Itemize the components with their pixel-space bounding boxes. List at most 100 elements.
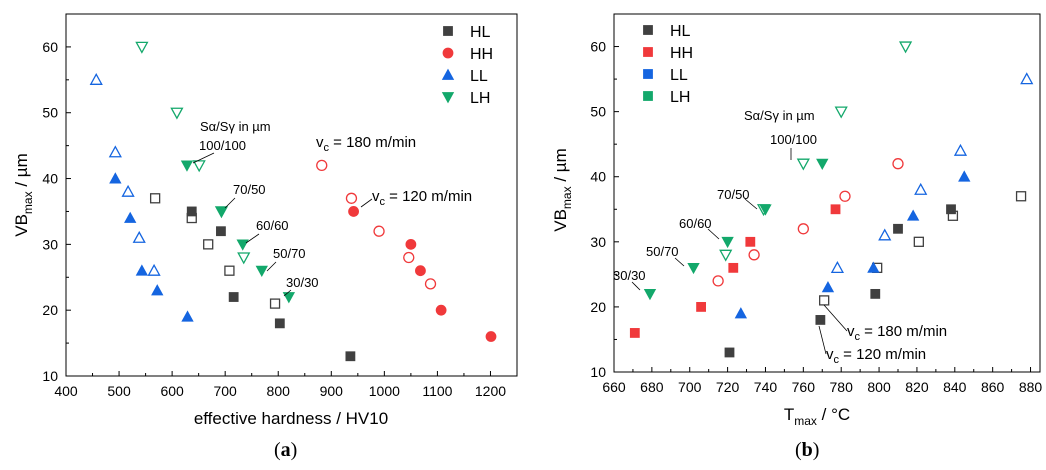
point-HH-open [748, 249, 760, 261]
panel-a-label-30-30: 30/30 [286, 275, 319, 290]
point-HL-filled [228, 292, 239, 302]
panel-b-label-30-30: 30/30 [613, 268, 646, 283]
legend-marker-HL [443, 26, 453, 36]
panel-a-label-100-100: 100/100 [199, 138, 246, 153]
x-tick-label: 820 [905, 379, 929, 395]
y-tick-label: 60 [42, 39, 58, 55]
y-tick-label: 20 [42, 302, 58, 318]
point-LL-filled [734, 307, 748, 319]
panel-b-x-ticks: 660 680 700 720 740 760 780 800 820 840 860 880 [602, 367, 1042, 395]
point-LL-open [953, 143, 968, 156]
panel-a-vc120-label: vc = 120 m/min [372, 188, 472, 208]
y-tick-label: 60 [590, 39, 606, 55]
legend-marker-HH [442, 47, 454, 59]
x-tick-label: 1100 [422, 383, 452, 399]
point-LH-open [898, 41, 913, 54]
x-tick-label: 740 [754, 379, 778, 395]
point-HL-filled [274, 318, 285, 329]
x-tick-label: 800 [867, 379, 891, 395]
panel-a-annotation-title: Sα/Sγ in µm [200, 119, 271, 134]
point-LH-open [237, 252, 251, 265]
x-tick-label: 900 [320, 383, 344, 399]
point-HL-open [203, 239, 214, 250]
panel-b-vc180-leader [823, 304, 848, 332]
x-tick-label: 1200 [475, 383, 506, 399]
point-LH-filled [282, 292, 296, 304]
panel-a-label: (a) [274, 439, 297, 461]
point-HH-filled [745, 236, 756, 247]
point-HL-filled [893, 223, 903, 234]
panel-b-label-close-paren: ) [813, 439, 820, 461]
legend-marker-HH [643, 47, 653, 57]
point-LH-filled [816, 158, 829, 171]
point-LL-open [1020, 72, 1034, 85]
point-LL-filled [821, 281, 835, 293]
panel-a-leader-100-100 [192, 152, 215, 164]
legend-label-LH: LH [470, 90, 490, 107]
panel-b-label-60-60: 60/60 [679, 216, 712, 231]
panel-b-leader-60-60 [707, 228, 720, 240]
legend-label-HL: HL [670, 23, 691, 40]
point-HH-open [892, 158, 904, 170]
y-tick-label: 30 [590, 234, 606, 250]
panel-a-x-ticks: 400 500 600 700 800 900 1000 1100 1200 [54, 371, 506, 399]
panel-b-leader-50-70 [674, 257, 685, 267]
point-LH-filled [255, 265, 268, 278]
point-HH-filled [830, 204, 841, 215]
y-tick-label: 50 [590, 104, 606, 120]
legend-label-HL: HL [470, 24, 491, 41]
point-LL-filled [124, 211, 137, 223]
panel-a-x-axis-title: effective hardness / HV10 [194, 409, 388, 428]
panel-b-annotation-title: Sα/Sγ in µm [744, 108, 815, 123]
point-HH-filled [728, 262, 739, 273]
y-tick-label: 40 [42, 171, 58, 187]
x-tick-label: 700 [678, 379, 702, 395]
point-LL-filled [958, 170, 971, 182]
point-HH-filled [348, 206, 359, 217]
point-HL-open [224, 265, 235, 276]
panel-a-leader-70-50 [224, 197, 236, 209]
panel-b-legend: HL HH LL LH [643, 23, 693, 106]
panel-b-label: (b) [795, 439, 819, 461]
x-tick-label: 660 [602, 379, 626, 395]
panel-a-y-axis-title: VBmax / µm [12, 153, 35, 237]
x-tick-label: 780 [830, 379, 854, 395]
point-LL-filled [867, 261, 880, 273]
panel-b-y-ticks: 10 20 30 40 50 60 [590, 39, 619, 380]
panel-b-label-open-paren: ( [795, 439, 802, 461]
y-tick-label: 10 [42, 368, 58, 384]
x-tick-label: 800 [267, 383, 291, 399]
x-tick-label: 860 [981, 379, 1005, 395]
point-HH-open [712, 275, 724, 287]
point-LL-filled [109, 172, 122, 184]
panel-a-y-ticks: 10 20 30 40 50 60 [42, 39, 71, 384]
panel-a-label-50-70: 50/70 [273, 246, 306, 261]
point-HL-filled [946, 204, 956, 215]
x-tick-label: 760 [792, 379, 816, 395]
point-LL-open [121, 184, 135, 197]
point-LH-filled [180, 160, 194, 172]
panel-b-plot-frame [613, 13, 1041, 373]
point-LH-filled [721, 236, 734, 249]
point-HL-filled [345, 351, 356, 362]
y-tick-label: 40 [590, 169, 606, 185]
point-HH-filled [629, 328, 640, 338]
legend-marker-LL [441, 68, 455, 80]
panel-b-vc120-leader [818, 325, 827, 355]
panel-a-vc120-leader [360, 198, 373, 208]
point-HH-open [403, 251, 415, 264]
point-LH-open [796, 158, 810, 171]
x-tick-label: 700 [213, 383, 237, 399]
panel-b-x-axis-title: Tmax / °C [784, 405, 850, 428]
point-HL-open [1015, 191, 1027, 202]
point-HH-open [797, 223, 809, 235]
panel-a-leader-30-30 [283, 289, 292, 297]
point-LL-open [878, 228, 892, 241]
panel-b-leader-30-30 [631, 281, 641, 291]
legend-label-HH: HH [470, 46, 493, 63]
y-tick-label: 50 [42, 105, 58, 121]
point-HH-filled [485, 331, 497, 342]
point-HH-open [316, 159, 328, 172]
point-LL-filled [151, 284, 164, 296]
point-LL-open [89, 72, 103, 85]
